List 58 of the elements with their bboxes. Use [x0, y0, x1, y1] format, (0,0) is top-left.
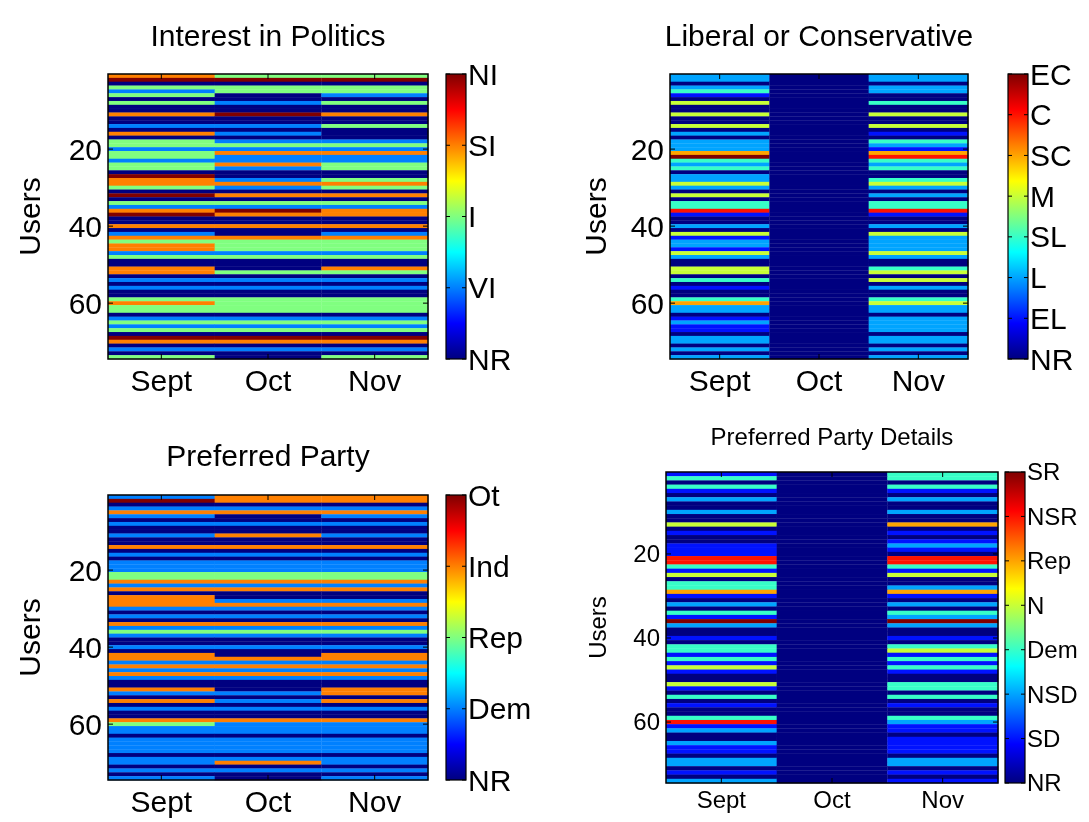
color-bar-label: NR	[468, 342, 512, 376]
y-tick-label: 60	[68, 286, 102, 320]
color-bar-label: SD	[1027, 724, 1061, 752]
x-tick-label: Nov	[347, 363, 402, 397]
chart-title: Liberal or Conservative	[664, 19, 974, 52]
color-bar-label: NI	[468, 57, 498, 91]
color-bar-label: I	[468, 200, 477, 233]
y-tick-label: 20	[68, 132, 102, 166]
color-bar-label: Rep	[1027, 547, 1072, 575]
y-tick-label: 60	[630, 286, 664, 320]
y-tick-label: 60	[68, 707, 102, 741]
chart-title: Preferred Party Details	[710, 423, 954, 450]
y-tick-label: 40	[633, 624, 660, 652]
chart-title: Preferred Party	[166, 439, 370, 472]
y-axis-title: Users	[584, 596, 611, 659]
color-bar-label: Rep	[468, 621, 524, 654]
color-bar-label: EL	[1030, 301, 1067, 335]
x-tick-label: Sept	[130, 363, 193, 397]
x-tick-label: Nov	[921, 786, 965, 814]
color-bar-label: NR	[1027, 769, 1062, 797]
y-tick-label: 20	[68, 553, 102, 587]
color-bar-label: M	[1030, 179, 1055, 213]
x-tick-label: Oct	[244, 363, 292, 397]
color-bar-label: SL	[1030, 220, 1067, 254]
x-tick-label: Oct	[244, 784, 292, 818]
y-tick-label: 40	[68, 209, 102, 243]
x-tick-label: Nov	[347, 784, 402, 818]
y-tick-label: 40	[68, 630, 102, 664]
y-tick-label: 60	[633, 708, 660, 736]
color-bar-label: NSR	[1027, 502, 1078, 530]
color-bar-label: EC	[1030, 57, 1072, 91]
x-tick-label: Oct	[795, 363, 843, 397]
y-tick-label: 20	[630, 132, 664, 166]
color-bar-label: Dem	[468, 692, 532, 726]
color-bar-label: SC	[1030, 138, 1072, 172]
x-tick-label: Sept	[688, 363, 752, 397]
color-bar-label: L	[1030, 261, 1047, 295]
y-axis-title: Users	[579, 177, 612, 256]
color-bar-label: Dem	[1027, 636, 1078, 664]
color-bar-label: N	[1027, 591, 1045, 619]
x-tick-label: Sept	[696, 786, 747, 814]
color-bar-label: C	[1030, 98, 1052, 132]
y-axis-title: Users	[13, 598, 46, 677]
x-tick-label: Sept	[130, 784, 193, 818]
color-bar-label: Ot	[468, 478, 501, 512]
color-bar-label: NR	[468, 763, 512, 797]
color-bar-label: NR	[1030, 342, 1074, 376]
color-bar-label: SI	[468, 128, 497, 162]
x-tick-label: Oct	[813, 786, 851, 814]
chart-title: Interest in Politics	[150, 19, 386, 52]
y-tick-label: 40	[630, 209, 664, 243]
color-bar-label: Ind	[468, 549, 510, 583]
x-tick-label: Nov	[891, 363, 946, 397]
y-axis-title: Users	[13, 177, 46, 256]
color-bar-label: SR	[1027, 458, 1061, 486]
y-tick-label: 20	[633, 540, 660, 568]
color-bar-label: VI	[468, 271, 497, 305]
color-bar-label: NSD	[1027, 680, 1078, 708]
